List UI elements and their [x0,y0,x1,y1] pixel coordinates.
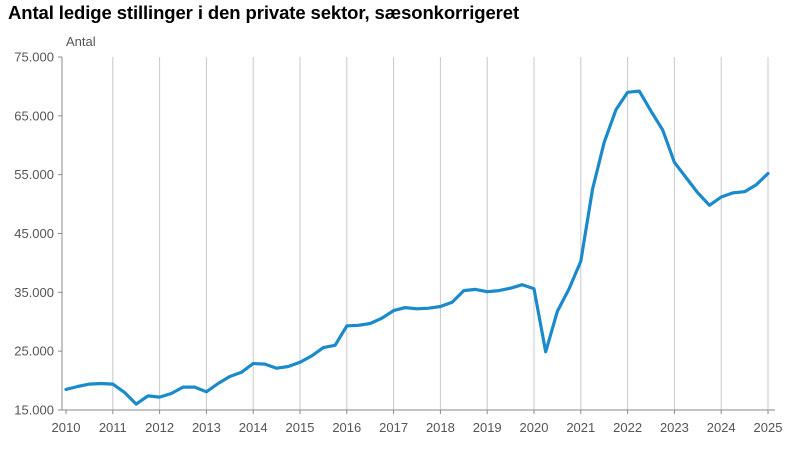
x-tick-label-2015: 2015 [286,420,315,435]
series-group [64,89,770,406]
x-tick-label-2011: 2011 [99,420,127,435]
y-tick-labels: 15.000 25.000 35.000 45.000 55.000 65.000 75.0… [14,50,54,418]
series-line-0 [64,89,770,406]
chart-title: Antal ledige stillinger i den private se… [8,2,520,23]
y-tick-label-15.000: 15.000 [14,403,54,418]
y-tick-label-45.000: 45.000 [14,226,54,241]
vertical-gridlines [112,57,769,410]
y-tick-label-75.000: 75.000 [14,50,54,65]
y-tick-label-55.000: 55.000 [14,167,54,182]
y-tick-label-25.000: 25.000 [14,344,54,359]
y-axis-label: Antal [66,34,96,49]
x-tick-label-2016: 2016 [332,420,361,435]
x-tick-label-2010: 2010 [52,420,81,435]
x-tick-labels: 2010 2011 2012 2013 2014 2015 2016 2017 2018 2019… [52,420,783,435]
y-tick-label-65.000: 65.000 [14,108,54,123]
x-tick-label-2017: 2017 [379,420,408,435]
y-tick-label-35.000: 35.000 [14,285,54,300]
x-tick-label-2018: 2018 [426,420,455,435]
axes [58,56,775,414]
x-tick-label-2022: 2022 [613,420,642,435]
x-tick-label-2019: 2019 [473,420,502,435]
x-tick-label-2020: 2020 [520,420,549,435]
x-tick-label-2014: 2014 [239,420,268,435]
x-tick-label-2024: 2024 [707,420,736,435]
x-tick-label-2023: 2023 [660,420,689,435]
x-tick-label-2025: 2025 [754,420,783,435]
x-tick-label-2012: 2012 [145,420,174,435]
x-tick-label-2013: 2013 [192,420,221,435]
x-tick-label-2021: 2021 [566,420,595,435]
